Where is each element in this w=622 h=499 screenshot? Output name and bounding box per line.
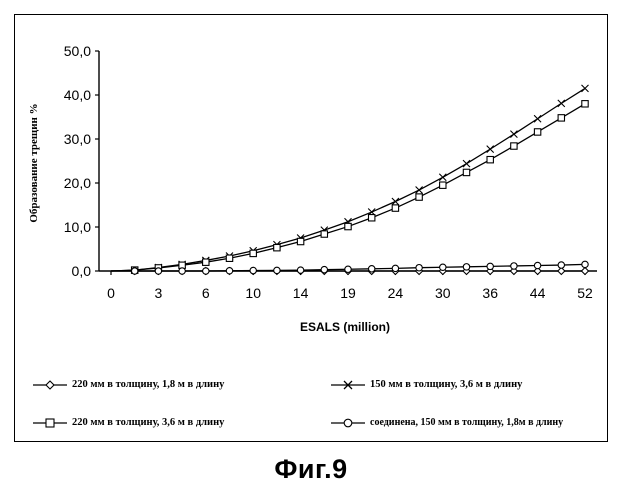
data-point — [392, 265, 398, 271]
data-point — [558, 100, 565, 107]
data-point — [321, 231, 327, 237]
series-group — [111, 85, 589, 275]
series-line — [111, 104, 585, 271]
data-point — [463, 160, 470, 167]
data-point — [534, 262, 540, 268]
data-point — [558, 115, 564, 121]
data-point — [369, 215, 375, 221]
data-point — [487, 156, 493, 162]
series-line — [111, 88, 585, 271]
data-point — [439, 174, 446, 181]
data-point — [582, 85, 589, 92]
data-point — [440, 264, 446, 270]
data-point — [511, 263, 517, 269]
x-tick-label: 14 — [293, 285, 309, 301]
x-tick-label: 44 — [530, 285, 546, 301]
data-point — [463, 264, 469, 270]
legend-item-joined-150-1-8: соединена, 150 мм в толщину, 1,8м в длин… — [331, 417, 563, 428]
data-point — [487, 263, 493, 269]
data-point — [226, 268, 232, 274]
data-point — [345, 266, 351, 272]
series-2 — [111, 101, 588, 274]
chart-frame: 0,010,020,030,040,050,0 0361014192430364… — [14, 14, 608, 442]
data-point — [179, 268, 185, 274]
data-point — [392, 205, 398, 211]
data-point — [250, 250, 256, 256]
legend-label: 150 мм в толщину, 3,6 м в длину — [370, 379, 522, 390]
y-tick-label: 0,0 — [72, 263, 92, 279]
legend-item-220-3-6: 220 мм в толщину, 3,6 м в длину — [33, 417, 224, 428]
data-point — [226, 255, 232, 261]
x-axis-title: ESALS (million) — [300, 320, 390, 334]
x-tick-label: 30 — [435, 285, 451, 301]
axes — [95, 51, 597, 275]
legend-label: 220 мм в толщину, 1,8 м в длину — [72, 379, 224, 390]
y-tick-label: 30,0 — [64, 131, 91, 147]
x-tick-label: 6 — [202, 285, 210, 301]
y-tick-label: 20,0 — [64, 175, 91, 191]
data-point — [416, 187, 423, 194]
data-point — [155, 268, 161, 274]
data-point — [416, 194, 422, 200]
x-tick-label: 24 — [388, 285, 404, 301]
square-marker-icon — [33, 418, 67, 428]
diamond-marker-icon — [33, 380, 67, 390]
x-tick-label: 3 — [155, 285, 163, 301]
data-point — [440, 182, 446, 188]
data-point — [392, 198, 399, 205]
x-tick-label: 36 — [482, 285, 498, 301]
y-tick-label: 50,0 — [64, 43, 91, 59]
y-tick-label: 10,0 — [64, 219, 91, 235]
data-point — [511, 143, 517, 149]
data-point — [487, 146, 494, 153]
y-tick-labels: 0,0 10,0 20,0 30,0 40,0 50,0 — [64, 43, 91, 279]
x-tick-label: 0 — [107, 285, 115, 301]
data-point — [203, 259, 209, 265]
data-point — [582, 101, 588, 107]
data-point — [274, 244, 280, 250]
data-point — [416, 265, 422, 271]
legend-item-150-3-6: 150 мм в толщину, 3,6 м в длину — [331, 379, 522, 390]
data-point — [558, 262, 564, 268]
data-point — [582, 268, 589, 275]
data-point — [274, 267, 280, 273]
data-point — [132, 268, 138, 274]
x-tick-label: 19 — [340, 285, 356, 301]
data-point — [463, 169, 469, 175]
data-point — [345, 223, 351, 229]
y-tick-label: 40,0 — [64, 87, 91, 103]
data-point — [510, 131, 517, 138]
x-marker-icon — [331, 380, 365, 390]
legend-item-220-1-8: 220 мм в толщину, 1,8 м в длину — [33, 379, 224, 390]
data-point — [321, 266, 327, 272]
data-point — [203, 268, 209, 274]
data-point — [534, 129, 540, 135]
data-point — [582, 261, 588, 267]
x-tick-label: 52 — [577, 285, 593, 301]
series-1 — [111, 85, 589, 274]
data-point — [297, 238, 303, 244]
data-point — [250, 267, 256, 273]
x-tick-labels: 0361014192430364452 — [107, 285, 593, 301]
data-point — [534, 115, 541, 122]
figure-caption: Фиг.9 — [0, 454, 622, 485]
y-axis-title: Образование трещин % — [28, 103, 40, 222]
data-point — [369, 266, 375, 272]
circle-marker-icon — [331, 418, 365, 428]
legend-label: соединена, 150 мм в толщину, 1,8м в длин… — [370, 417, 563, 428]
legend-label: 220 мм в толщину, 3,6 м в длину — [72, 417, 224, 428]
x-tick-label: 10 — [245, 285, 261, 301]
data-point — [297, 267, 303, 273]
